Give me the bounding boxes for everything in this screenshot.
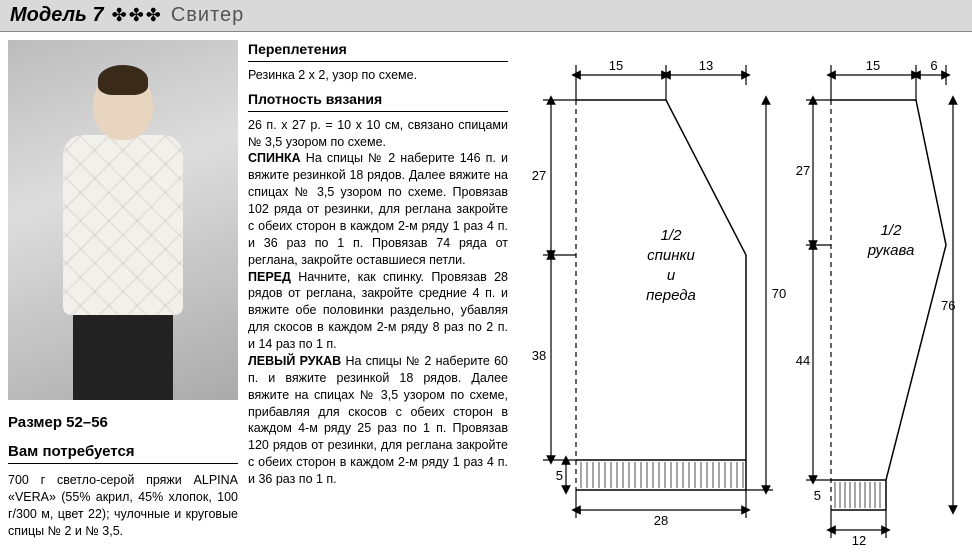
dim-body-rib: 5 [556,468,563,483]
dim-sleeve-width: 12 [852,533,866,548]
stitches-text: Резинка 2 х 2, узор по схеме. [248,67,508,84]
body-label-3: и [667,267,676,284]
dim-sleeve-top-left: 15 [866,58,880,73]
dim-sleeve-upper: 27 [796,163,810,178]
body-label-4: переда [646,287,696,304]
instructions-column: Переплетения Резинка 2 х 2, узор по схем… [248,40,508,555]
gauge-text: 26 п. х 27 р. = 10 х 10 см, связано спиц… [248,118,508,149]
dim-body-upper: 27 [532,168,546,183]
dim-sleeve-top-right: 6 [930,58,937,73]
sleeve-text: На спицы № 2 наберите 60 п. и вяжите рез… [248,354,508,486]
dim-body-width: 28 [654,513,668,528]
sleeve-label: ЛЕВЫЙ РУКАВ [248,354,341,368]
left-column: Размер 52–56 Вам потребуется 700 г светл… [8,40,238,555]
schematic-svg: 15 13 27 38 5 70 [518,40,964,550]
schematic-column: 15 13 27 38 5 70 [518,40,964,555]
size-label: Размер 52–56 [8,414,238,431]
dim-body-top-right: 13 [699,58,713,73]
dim-sleeve-lower: 44 [796,353,810,368]
materials-heading: Вам потребуется [8,443,238,464]
body-label-1: 1/2 [661,227,683,244]
dim-sleeve-height: 76 [941,298,955,313]
sleeve-label-1: 1/2 [881,222,903,239]
dim-body-top-left: 15 [609,58,623,73]
difficulty-symbols: ✤✤✤ [112,5,163,26]
model-number: Модель 7 [10,4,104,27]
model-photo [8,40,238,400]
page-header: Модель 7 ✤✤✤ Свитер [0,0,972,32]
content-row: Размер 52–56 Вам потребуется 700 г светл… [0,32,972,555]
garment-title: Свитер [171,4,244,27]
body-schematic: 15 13 27 38 5 70 [532,58,786,528]
instructions-body: 26 п. х 27 р. = 10 х 10 см, связано спиц… [248,117,508,488]
body-label-2: спинки [647,247,695,264]
dim-body-height: 70 [772,286,786,301]
materials-text: 700 г светло-серой пряжи ALPINA «VERA» (… [8,472,238,540]
front-label: ПЕРЕД [248,270,291,284]
back-label: СПИНКА [248,151,301,165]
back-text: На спицы № 2 наберите 146 п. и вяжите ре… [248,151,508,266]
sleeve-label-2: рукава [867,242,915,259]
dim-sleeve-rib: 5 [814,488,821,503]
dim-body-lower: 38 [532,348,546,363]
sleeve-schematic: 15 6 27 44 5 76 [521,40,955,548]
gauge-heading: Плотность вязания [248,90,508,112]
stitches-heading: Переплетения [248,40,508,62]
